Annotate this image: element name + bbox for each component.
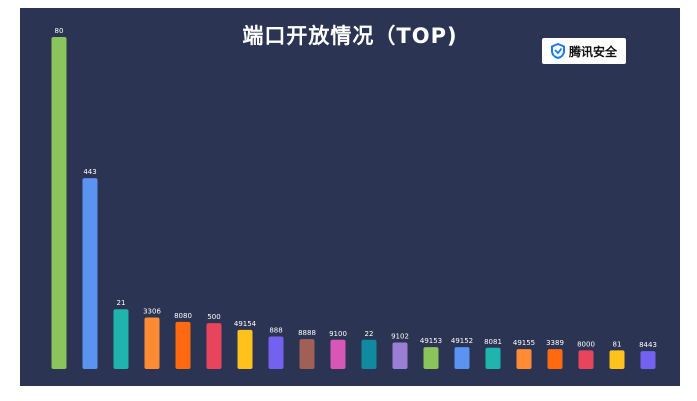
bar-label-888: 888: [269, 326, 282, 334]
chart-title: 端口开放情况（TOP): [242, 24, 458, 48]
bar-label-49153: 49153: [420, 337, 442, 345]
chart-panel: 端口开放情况（TOP) 腾讯安全 80 443 21 3306 8080 500 49154…: [20, 8, 680, 386]
bar-80: [51, 37, 67, 369]
bar-label-8000: 8000: [577, 340, 595, 348]
bar-8000: [578, 350, 594, 369]
bar-81: [609, 350, 625, 369]
bar-8443: [640, 351, 656, 369]
bar-label-3389: 3389: [546, 339, 564, 347]
bar-49152: [454, 347, 470, 369]
bar-22: [361, 339, 377, 369]
logo-text: 腾讯安全: [568, 44, 617, 59]
bar-label-49152: 49152: [451, 337, 473, 345]
bar-label-81: 81: [613, 340, 622, 348]
bar-label-21: 21: [117, 299, 126, 307]
bar-9102: [392, 342, 408, 369]
bar-label-8081: 8081: [484, 338, 502, 346]
bar-label-3306: 3306: [143, 308, 161, 316]
bar-label-8080: 8080: [174, 312, 192, 320]
bar-label-8443: 8443: [639, 341, 657, 349]
bar-label-8888: 8888: [298, 329, 316, 337]
bar-label-49154: 49154: [234, 320, 257, 328]
bar-8081: [485, 347, 501, 369]
bar-49155: [516, 349, 532, 369]
bar-label-49155: 49155: [513, 339, 535, 347]
bar-label-9102: 9102: [391, 332, 409, 340]
shield-icon: [550, 43, 565, 59]
bar-49154: [237, 329, 253, 369]
bar-label-80: 80: [55, 27, 64, 35]
bar-label-443: 443: [83, 168, 96, 176]
bar-21: [113, 309, 129, 369]
bar-500: [206, 323, 222, 369]
tencent-security-logo: 腾讯安全: [542, 38, 626, 64]
bar-label-22: 22: [365, 330, 374, 338]
bar-label-9100: 9100: [329, 330, 347, 338]
bar-443: [82, 178, 98, 369]
bar-49153: [423, 347, 439, 369]
bar-label-500: 500: [207, 313, 220, 321]
bar-9100: [330, 339, 346, 369]
bar-3306: [144, 317, 160, 369]
bar-3389: [547, 349, 563, 369]
bar-888: [268, 336, 284, 369]
bar-8888: [299, 339, 315, 369]
bar-8080: [175, 321, 191, 369]
